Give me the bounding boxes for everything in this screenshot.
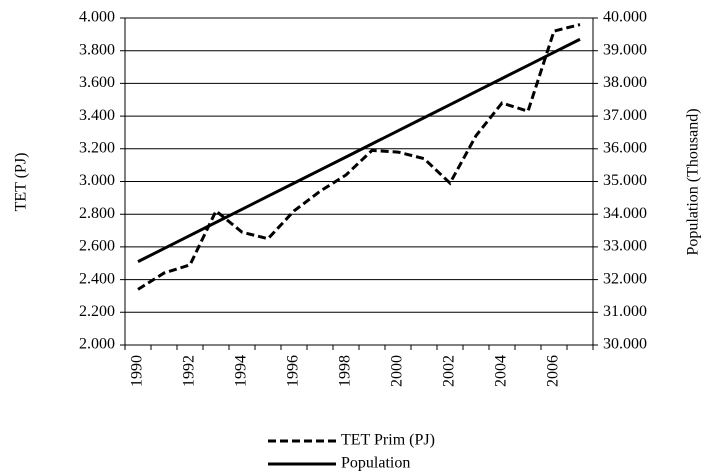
x-tick-label: 2004 bbox=[493, 355, 510, 387]
y2-tick-label: 33.000 bbox=[603, 238, 647, 255]
x-tick-label: 2006 bbox=[545, 355, 562, 387]
y2-tick-label: 30.000 bbox=[603, 336, 647, 353]
y2-tick-label: 31.000 bbox=[603, 303, 647, 320]
x-tick-label: 2002 bbox=[441, 355, 458, 387]
y-tick-label: 3.600 bbox=[79, 74, 115, 91]
series-line bbox=[137, 23, 581, 291]
y2-tick-label: 36.000 bbox=[603, 139, 647, 156]
y-tick-label: 3.000 bbox=[79, 172, 115, 189]
y2-tick-label: 38.000 bbox=[603, 74, 647, 91]
legend-label: Population bbox=[341, 455, 410, 472]
x-tick-label: 1990 bbox=[129, 355, 146, 387]
y-tick-label: 3.400 bbox=[79, 107, 115, 124]
legend-label: TET Prim (PJ) bbox=[341, 432, 435, 449]
y2-tick-label: 34.000 bbox=[603, 205, 647, 222]
x-tick-label: 1998 bbox=[337, 355, 354, 387]
y2-tick-label: 39.000 bbox=[603, 41, 647, 58]
x-tick-label: 1994 bbox=[233, 355, 250, 387]
y-tick-label: 2.000 bbox=[79, 336, 115, 353]
y2-tick-label: 35.000 bbox=[603, 172, 647, 189]
y-tick-label: 2.400 bbox=[79, 270, 115, 287]
x-tick-label: 1992 bbox=[181, 355, 198, 387]
y-axis-title: TET (PJ) bbox=[13, 153, 30, 212]
x-tick-label: 2000 bbox=[389, 355, 406, 387]
series-line bbox=[137, 37, 581, 263]
y-tick-label: 2.800 bbox=[79, 205, 115, 222]
y-tick-label: 3.800 bbox=[79, 41, 115, 58]
y-tick-label: 2.600 bbox=[79, 238, 115, 255]
x-tick-label: 1996 bbox=[285, 355, 302, 387]
y-tick-label: 4.000 bbox=[79, 9, 115, 26]
y2-tick-label: 37.000 bbox=[603, 107, 647, 124]
y2-axis-title: Population (Thousand) bbox=[685, 108, 702, 255]
y2-tick-label: 32.000 bbox=[603, 270, 647, 287]
y-tick-label: 2.200 bbox=[79, 303, 115, 320]
y-tick-label: 3.200 bbox=[79, 139, 115, 156]
y2-tick-label: 40.000 bbox=[603, 9, 647, 26]
